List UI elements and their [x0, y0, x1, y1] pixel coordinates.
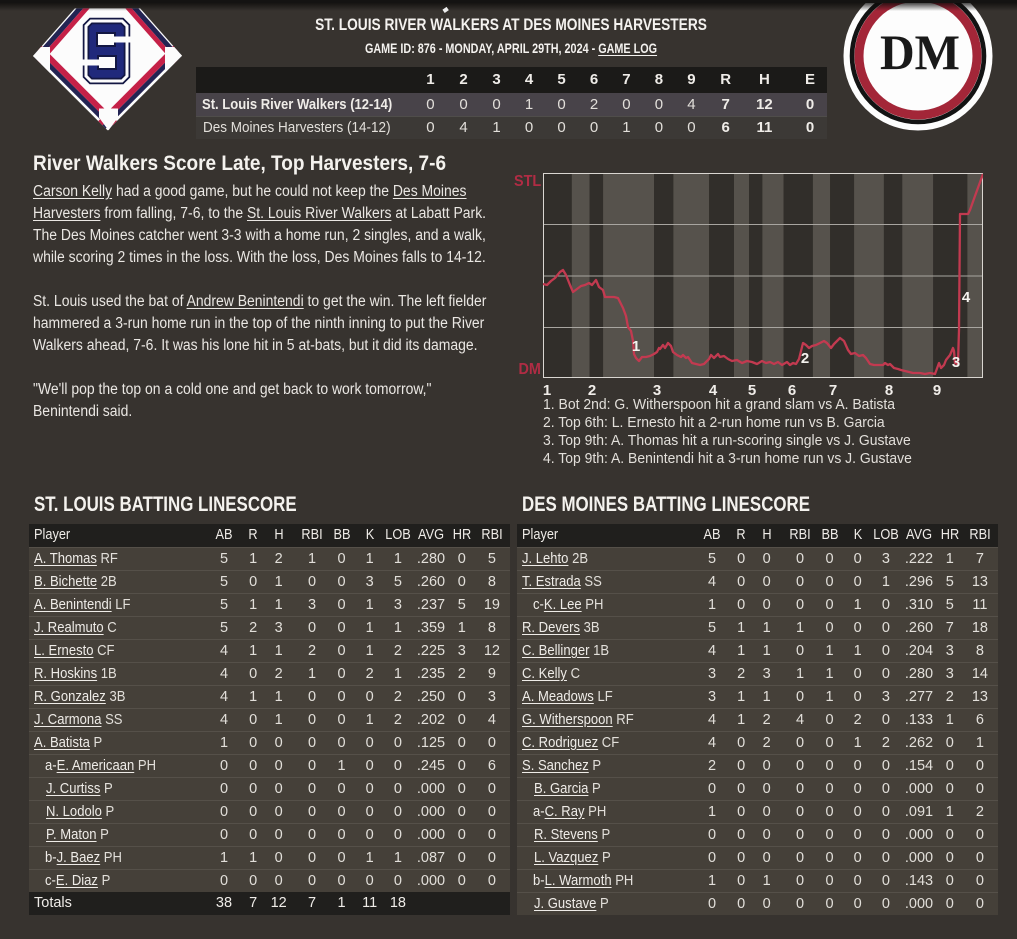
svg-text:DM: DM — [880, 24, 960, 80]
svg-text:2: 2 — [801, 350, 809, 367]
svg-text:4: 4 — [962, 289, 971, 306]
svg-text:1: 1 — [632, 338, 640, 355]
svg-text:3: 3 — [952, 354, 960, 371]
